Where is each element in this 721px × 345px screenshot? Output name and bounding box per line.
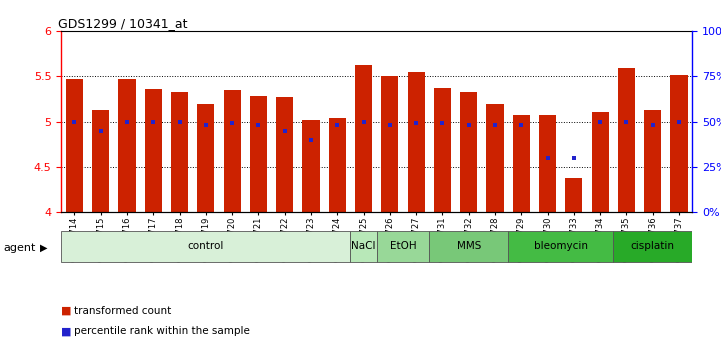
Point: [594, 119, 606, 124]
Bar: [671, 75, 688, 212]
Bar: [487, 105, 503, 212]
Text: ■: ■: [61, 326, 72, 336]
Text: percentile rank within the sample: percentile rank within the sample: [74, 326, 250, 336]
Bar: [407, 72, 425, 212]
Point: [279, 128, 291, 134]
Point: [200, 122, 212, 128]
Point: [121, 119, 133, 124]
Point: [490, 122, 501, 128]
Bar: [145, 89, 162, 212]
Point: [516, 122, 527, 128]
Point: [384, 122, 396, 128]
Point: [358, 119, 369, 124]
Point: [647, 122, 658, 128]
Bar: [429, 231, 508, 262]
Point: [252, 122, 264, 128]
Bar: [92, 110, 110, 212]
Point: [68, 119, 80, 124]
Point: [95, 128, 107, 134]
Point: [673, 119, 685, 124]
Point: [437, 121, 448, 126]
Point: [332, 122, 343, 128]
Bar: [381, 76, 399, 212]
Text: cisplatin: cisplatin: [631, 241, 675, 251]
Bar: [644, 110, 661, 212]
Bar: [350, 231, 376, 262]
Bar: [513, 115, 530, 212]
Text: EtOH: EtOH: [389, 241, 416, 251]
Text: control: control: [187, 241, 224, 251]
Text: bleomycin: bleomycin: [534, 241, 588, 251]
Bar: [61, 231, 350, 262]
Bar: [303, 120, 319, 212]
Point: [621, 119, 632, 124]
Bar: [355, 66, 372, 212]
Bar: [618, 68, 635, 212]
Text: NaCl: NaCl: [351, 241, 376, 251]
Bar: [565, 178, 583, 212]
Bar: [376, 231, 429, 262]
Point: [410, 121, 422, 126]
Point: [148, 119, 159, 124]
Bar: [539, 115, 556, 212]
Bar: [250, 96, 267, 212]
Text: MMS: MMS: [456, 241, 481, 251]
Point: [463, 122, 474, 128]
Point: [568, 155, 580, 161]
Text: transformed count: transformed count: [74, 306, 172, 315]
Text: agent: agent: [4, 243, 36, 253]
Point: [226, 121, 238, 126]
Bar: [434, 88, 451, 212]
Bar: [276, 97, 293, 212]
Bar: [614, 231, 692, 262]
Bar: [171, 92, 188, 212]
Bar: [460, 92, 477, 212]
Point: [305, 137, 317, 142]
Text: ▶: ▶: [40, 243, 48, 253]
Bar: [198, 105, 214, 212]
Bar: [329, 118, 346, 212]
Point: [174, 119, 185, 124]
Bar: [66, 79, 83, 212]
Bar: [592, 112, 609, 212]
Bar: [118, 79, 136, 212]
Bar: [508, 231, 614, 262]
Point: [541, 155, 553, 161]
Text: GDS1299 / 10341_at: GDS1299 / 10341_at: [58, 17, 187, 30]
Text: ■: ■: [61, 306, 72, 315]
Bar: [224, 90, 241, 212]
